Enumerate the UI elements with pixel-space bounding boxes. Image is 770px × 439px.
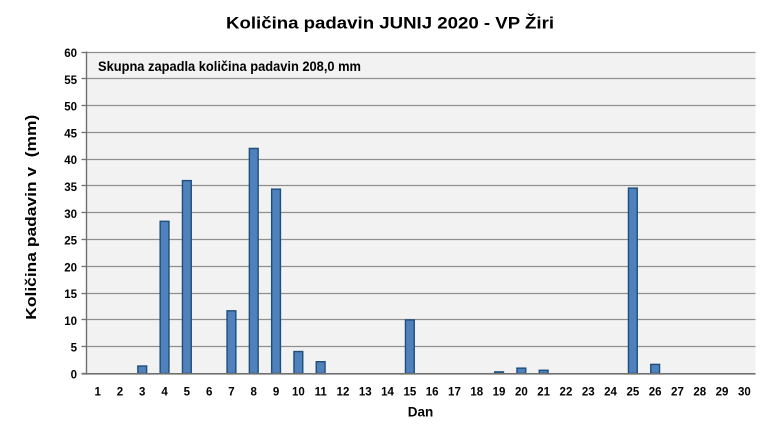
svg-text:15: 15 [403, 387, 416, 399]
svg-text:27: 27 [671, 387, 684, 399]
svg-text:22: 22 [560, 387, 573, 399]
svg-text:40: 40 [64, 155, 77, 167]
svg-text:16: 16 [426, 387, 439, 399]
svg-text:24: 24 [604, 387, 617, 399]
svg-text:14: 14 [381, 387, 394, 399]
svg-text:7: 7 [228, 387, 234, 399]
svg-text:55: 55 [64, 75, 77, 87]
svg-text:29: 29 [716, 387, 729, 399]
svg-text:12: 12 [337, 387, 350, 399]
svg-text:17: 17 [448, 387, 461, 399]
svg-text:15: 15 [64, 289, 77, 301]
svg-text:25: 25 [64, 236, 77, 248]
svg-text:60: 60 [64, 48, 77, 60]
svg-text:50: 50 [64, 102, 77, 114]
svg-text:6: 6 [206, 387, 212, 399]
svg-text:5: 5 [184, 387, 191, 399]
svg-text:35: 35 [64, 182, 77, 194]
svg-text:9: 9 [273, 387, 279, 399]
svg-text:11: 11 [315, 387, 328, 399]
svg-text:1: 1 [94, 387, 101, 399]
svg-text:Količina padavin JUNIJ 2020 -: Količina padavin JUNIJ 2020 - VP Žiri [226, 14, 554, 33]
svg-text:5: 5 [71, 343, 78, 355]
svg-text:Količina padavin v (mm): Količina padavin v (mm) [23, 115, 40, 320]
svg-text:Dan: Dan [408, 405, 434, 420]
svg-text:26: 26 [649, 387, 662, 399]
svg-text:28: 28 [693, 387, 706, 399]
svg-text:2: 2 [117, 387, 123, 399]
svg-text:10: 10 [292, 387, 305, 399]
svg-text:30: 30 [738, 387, 751, 399]
svg-text:13: 13 [359, 387, 372, 399]
svg-text:30: 30 [64, 209, 77, 221]
svg-text:20: 20 [64, 262, 77, 274]
svg-text:18: 18 [470, 387, 483, 399]
svg-text:10: 10 [64, 316, 77, 328]
svg-text:23: 23 [582, 387, 595, 399]
svg-text:19: 19 [493, 387, 506, 399]
svg-text:3: 3 [139, 387, 145, 399]
svg-text:25: 25 [626, 387, 639, 399]
svg-text:Skupna zapadla količina padavi: Skupna zapadla količina padavin 208,0 mm [98, 59, 361, 74]
svg-text:4: 4 [161, 387, 168, 399]
svg-text:8: 8 [251, 387, 258, 399]
svg-text:21: 21 [537, 387, 550, 399]
svg-text:20: 20 [515, 387, 528, 399]
svg-text:0: 0 [71, 370, 77, 382]
svg-text:45: 45 [64, 128, 77, 140]
